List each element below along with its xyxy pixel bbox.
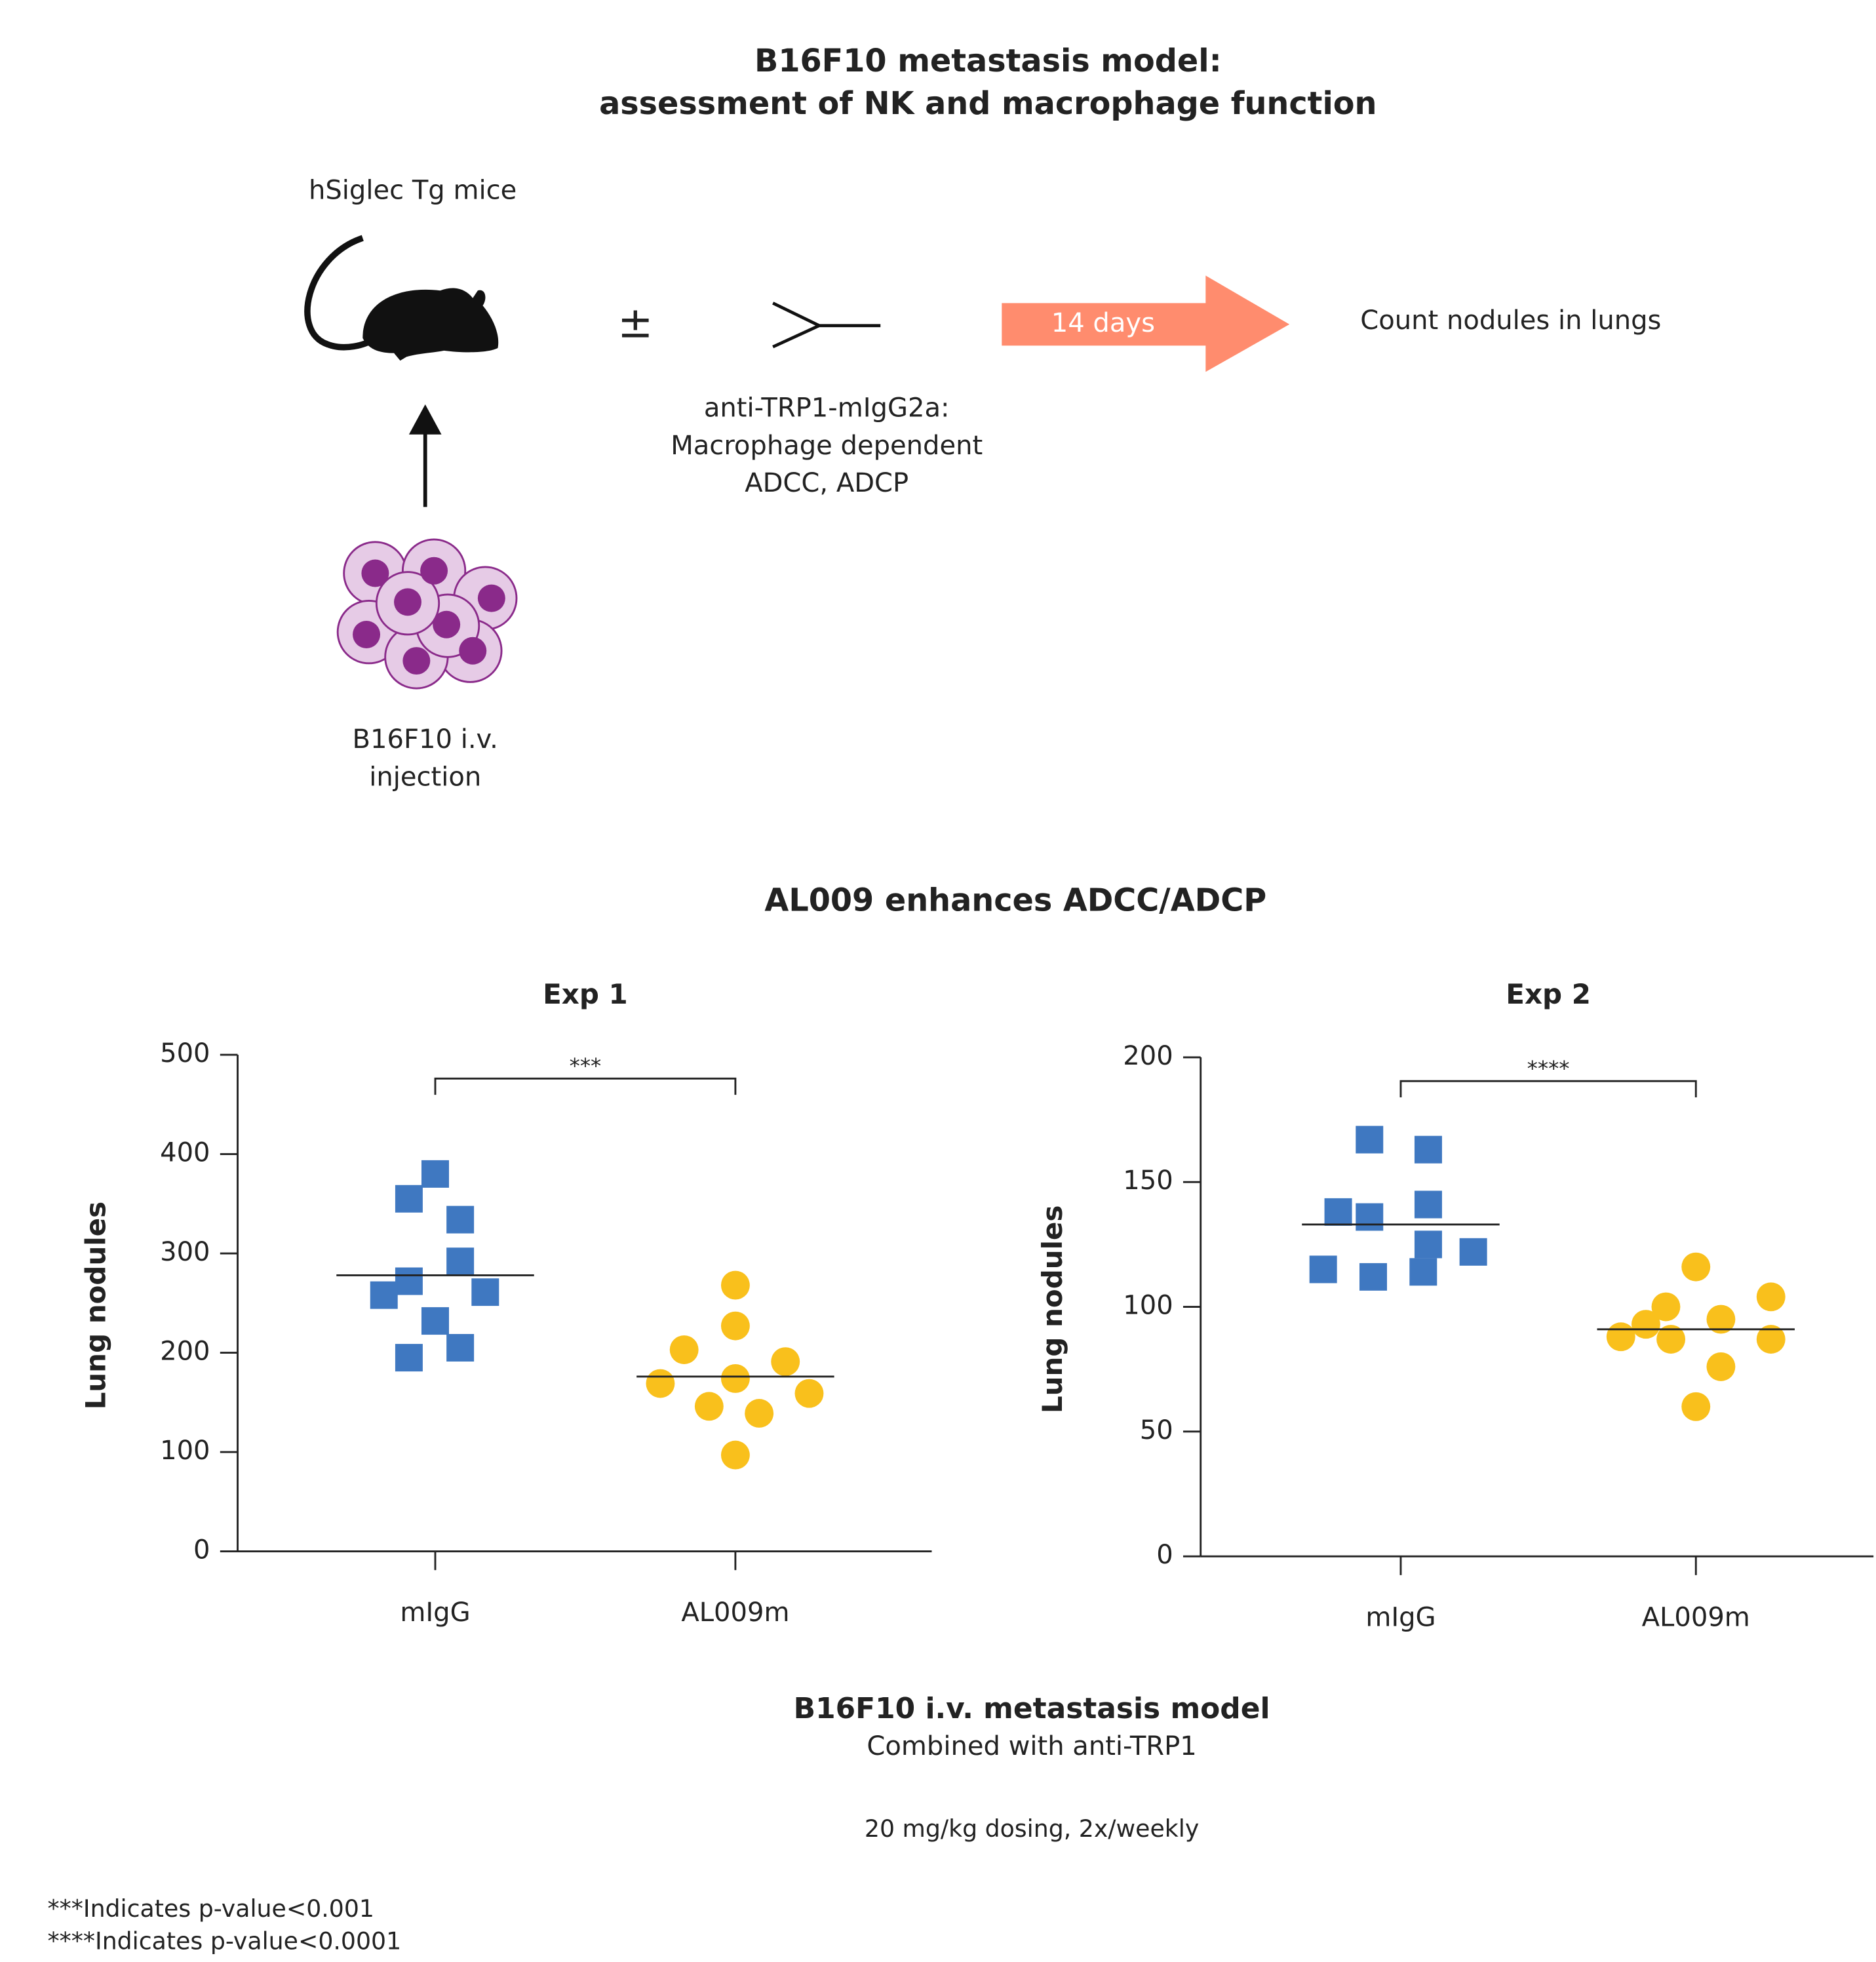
data-point bbox=[695, 1392, 724, 1421]
plus-minus: ± bbox=[617, 298, 653, 347]
data-point bbox=[646, 1369, 674, 1398]
data-point bbox=[1757, 1282, 1786, 1311]
antibody-label: anti-TRP1-mIgG2a: bbox=[704, 393, 950, 423]
data-point bbox=[721, 1271, 750, 1300]
data-point bbox=[1310, 1255, 1337, 1283]
x-tick-label: AL009m bbox=[681, 1598, 789, 1628]
data-point bbox=[1415, 1230, 1442, 1258]
y-axis-label: Lung nodules bbox=[1036, 1206, 1068, 1414]
data-point bbox=[446, 1206, 474, 1234]
data-point bbox=[446, 1334, 474, 1362]
data-point bbox=[446, 1247, 474, 1275]
footnote: ***Indicates p-value<0.001 bbox=[48, 1894, 374, 1923]
data-point bbox=[395, 1267, 423, 1295]
data-point bbox=[421, 1307, 449, 1335]
footnote: ****Indicates p-value<0.0001 bbox=[48, 1927, 402, 1955]
significance-bracket bbox=[1401, 1081, 1696, 1097]
data-point bbox=[721, 1441, 750, 1470]
y-tick-label: 400 bbox=[160, 1138, 210, 1168]
data-point bbox=[795, 1379, 824, 1408]
antibody-label: Macrophage dependent bbox=[671, 431, 983, 461]
data-point bbox=[1409, 1258, 1437, 1285]
antibody-icon bbox=[773, 303, 880, 347]
data-point bbox=[1681, 1392, 1710, 1421]
data-point bbox=[370, 1282, 398, 1309]
significance-label: **** bbox=[1527, 1056, 1570, 1081]
data-point bbox=[1681, 1253, 1710, 1282]
y-tick-label: 100 bbox=[1123, 1291, 1173, 1321]
y-tick-label: 0 bbox=[193, 1535, 210, 1565]
readout: Count nodules in lungs bbox=[1360, 305, 1661, 336]
data-point bbox=[721, 1364, 750, 1393]
diagram-title: assessment of NK and macrophage function bbox=[599, 86, 1377, 122]
significance-bracket bbox=[435, 1078, 735, 1095]
y-tick-label: 200 bbox=[160, 1337, 210, 1367]
chart-title: Exp 2 bbox=[1506, 978, 1591, 1010]
y-tick-label: 200 bbox=[1123, 1041, 1173, 1071]
data-point bbox=[1632, 1310, 1660, 1339]
caption-title: B16F10 i.v. metastasis model bbox=[794, 1692, 1270, 1725]
tumor-cells bbox=[338, 540, 517, 688]
data-point bbox=[670, 1335, 699, 1364]
y-tick-label: 0 bbox=[1156, 1540, 1173, 1570]
data-point bbox=[1415, 1136, 1442, 1164]
data-point bbox=[721, 1312, 750, 1341]
significance-label: *** bbox=[570, 1053, 602, 1078]
data-point bbox=[395, 1344, 423, 1371]
chart-title: Exp 1 bbox=[543, 978, 628, 1010]
arrow-label: 14 days bbox=[1051, 308, 1155, 338]
y-tick-label: 50 bbox=[1140, 1415, 1173, 1445]
page: B16F10 metastasis model: assessment of N… bbox=[0, 0, 1876, 1962]
data-point bbox=[421, 1160, 449, 1188]
injection-arrow bbox=[409, 404, 442, 507]
data-point bbox=[395, 1185, 423, 1213]
mouse-icon bbox=[307, 238, 498, 361]
caption-dosing: 20 mg/kg dosing, 2x/weekly bbox=[865, 1815, 1199, 1843]
data-point bbox=[1356, 1204, 1383, 1231]
y-tick-label: 300 bbox=[160, 1237, 210, 1267]
x-tick-label: mIgG bbox=[1365, 1603, 1436, 1633]
data-point bbox=[1356, 1126, 1383, 1154]
data-point bbox=[771, 1347, 800, 1376]
data-point bbox=[745, 1399, 773, 1428]
figure-title: AL009 enhances ADCC/ADCP bbox=[764, 882, 1266, 918]
y-axis-label: Lung nodules bbox=[79, 1202, 111, 1410]
diagram-title: B16F10 metastasis model: bbox=[754, 43, 1222, 79]
mouse-label: hSiglec Tg mice bbox=[309, 176, 517, 206]
data-point bbox=[1359, 1263, 1387, 1291]
data-point bbox=[1607, 1322, 1635, 1351]
data-point bbox=[1706, 1352, 1735, 1381]
y-tick-label: 500 bbox=[160, 1038, 210, 1069]
cells-label: injection bbox=[369, 762, 481, 792]
x-tick-label: AL009m bbox=[1642, 1603, 1750, 1633]
y-tick-label: 150 bbox=[1123, 1166, 1173, 1196]
x-tick-label: mIgG bbox=[400, 1598, 470, 1628]
data-point bbox=[1325, 1198, 1352, 1226]
caption-subtitle: Combined with anti-TRP1 bbox=[867, 1731, 1196, 1761]
antibody-label: ADCC, ADCP bbox=[745, 468, 909, 498]
data-point bbox=[1415, 1190, 1442, 1218]
cells-label: B16F10 i.v. bbox=[353, 724, 498, 755]
data-point bbox=[1460, 1238, 1487, 1266]
y-tick-label: 100 bbox=[160, 1436, 210, 1466]
figure: B16F10 metastasis model: assessment of N… bbox=[0, 0, 1876, 1962]
data-point bbox=[471, 1278, 499, 1306]
